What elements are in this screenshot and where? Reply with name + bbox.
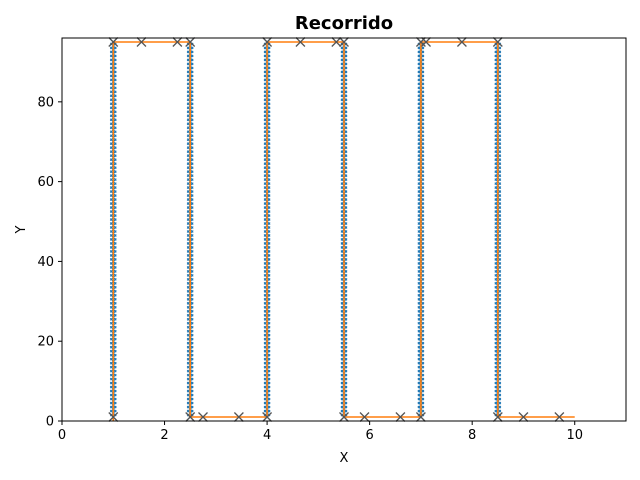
chart-title: Recorrido [295,13,393,34]
x-tick-label: 8 [468,428,476,443]
x-marker [395,412,406,422]
y-tick-label: 0 [46,415,54,430]
x-marker [492,37,503,47]
x-tick-label: 6 [365,428,373,443]
x-axis-label: X [340,451,349,466]
y-tick-label: 40 [37,255,54,270]
axes-frame [61,37,627,422]
y-tick-label: 20 [37,335,54,350]
x-marker [339,37,349,47]
x-marker [456,37,467,47]
x-marker [136,37,147,47]
x-marker [198,412,208,422]
x-marker [359,412,370,422]
x-marker [262,412,273,422]
x-marker [554,412,565,422]
x-marker [262,37,273,47]
x-marker [108,37,119,47]
x-tick-label: 10 [566,428,583,443]
x-tick-label: 0 [58,428,66,443]
y-tick-label: 80 [37,95,54,110]
x-marker [331,37,342,47]
x-ticks: 0 2 4 6 8 10 [58,421,583,443]
x-marker [421,37,431,47]
x-marker [172,37,183,47]
axes [61,37,627,422]
x-marker [185,412,196,422]
y-tick-label: 60 [37,175,54,190]
x-marker [185,37,196,47]
x-marker [492,412,503,422]
x-marker [518,412,529,422]
x-marker [415,412,426,422]
plot-area [108,37,575,422]
x-marker [339,412,349,422]
y-ticks: 0 20 40 60 80 [37,95,62,430]
y-axis-label: Y [14,225,29,234]
x-tick-label: 2 [160,428,168,443]
x-marker [295,37,306,47]
x-marker [108,412,119,422]
x-marker [233,412,244,422]
x-tick-label: 4 [263,428,271,443]
